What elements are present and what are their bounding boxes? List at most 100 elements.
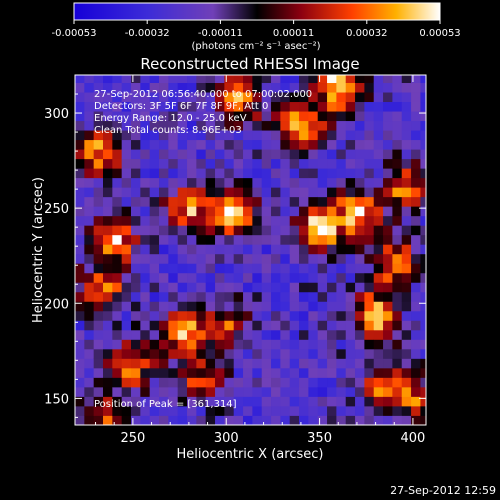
heatmap-cell xyxy=(420,101,427,112)
heatmap-cell xyxy=(411,225,421,236)
heatmap-cell xyxy=(420,329,427,340)
heatmap-cell xyxy=(93,158,104,169)
heatmap-cell xyxy=(131,301,141,312)
heatmap-cell xyxy=(336,244,347,255)
heatmap-cell xyxy=(121,168,132,179)
heatmap-cell xyxy=(280,111,291,122)
heatmap-cell xyxy=(112,158,123,169)
heatmap-cell xyxy=(308,329,319,340)
heatmap-cell xyxy=(345,101,356,112)
heatmap-cell xyxy=(196,206,207,217)
heatmap-cell xyxy=(224,358,235,369)
heatmap-cell xyxy=(205,177,216,188)
heatmap-cell xyxy=(299,75,309,84)
heatmap-cell xyxy=(373,339,384,350)
heatmap-cell xyxy=(196,158,207,169)
heatmap-cell xyxy=(336,168,347,179)
heatmap-cell xyxy=(261,405,272,416)
heatmap-cell xyxy=(401,75,412,84)
heatmap-cell xyxy=(103,377,113,388)
heatmap-cell xyxy=(289,139,300,150)
heatmap-cell xyxy=(233,139,244,150)
heatmap-cell xyxy=(299,196,309,207)
heatmap-cell xyxy=(196,111,207,122)
heatmap-cell xyxy=(75,329,85,340)
peak-position-label: Position of Peak = [361,314] xyxy=(94,399,237,410)
heatmap-cell xyxy=(196,301,207,312)
heatmap-cell xyxy=(233,130,244,141)
heatmap-cell xyxy=(261,263,272,274)
y-tick-label: 200 xyxy=(44,297,69,312)
heatmap-cell xyxy=(373,386,384,397)
heatmap-cell xyxy=(224,111,235,122)
heatmap-cell xyxy=(392,367,403,378)
heatmap-cell xyxy=(355,120,365,131)
heatmap-cell xyxy=(75,130,85,141)
heatmap-cell xyxy=(364,377,375,388)
heatmap-cell xyxy=(271,177,281,188)
heatmap-cell xyxy=(308,358,319,369)
heatmap-cell xyxy=(131,82,141,93)
heatmap-cell xyxy=(168,310,179,321)
heatmap-cell xyxy=(84,177,95,188)
heatmap-cell xyxy=(159,272,169,283)
heatmap-cell xyxy=(289,301,300,312)
heatmap-cell xyxy=(401,92,412,103)
colorbar-tick-label: -0.00032 xyxy=(125,28,170,39)
heatmap-cell xyxy=(336,396,347,407)
heatmap-cell xyxy=(205,396,216,407)
heatmap-cell xyxy=(140,158,151,169)
heatmap-cell xyxy=(261,348,272,359)
heatmap-cell xyxy=(308,234,319,245)
heatmap-cell xyxy=(75,234,85,245)
heatmap-cell xyxy=(177,339,188,350)
heatmap-cell xyxy=(392,130,403,141)
heatmap-cell xyxy=(355,272,365,283)
heatmap-cell xyxy=(420,111,427,122)
heatmap-cell xyxy=(317,396,328,407)
heatmap-cell xyxy=(84,130,95,141)
heatmap-cell xyxy=(84,405,95,416)
heatmap-cell xyxy=(327,234,337,245)
heatmap-cell xyxy=(84,225,95,236)
heatmap-cell xyxy=(187,253,197,264)
heatmap-cell xyxy=(317,101,328,112)
heatmap-cell xyxy=(317,168,328,179)
heatmap-cell xyxy=(411,215,421,226)
heatmap-cell xyxy=(131,272,141,283)
heatmap-cell xyxy=(336,187,347,198)
heatmap-cell xyxy=(159,215,169,226)
heatmap-cell xyxy=(364,396,375,407)
heatmap-cell xyxy=(215,101,225,112)
heatmap-cell xyxy=(280,301,291,312)
heatmap-cell xyxy=(84,75,95,84)
heatmap-cell xyxy=(131,75,141,84)
heatmap-cell xyxy=(159,291,169,302)
heatmap-cell xyxy=(196,234,207,245)
heatmap-cell xyxy=(187,329,197,340)
heatmap-cell xyxy=(336,358,347,369)
heatmap-cell xyxy=(280,206,291,217)
heatmap-cell xyxy=(345,206,356,217)
heatmap-cell xyxy=(392,348,403,359)
heatmap-cell xyxy=(112,329,123,340)
heatmap-cell xyxy=(280,263,291,274)
heatmap-cell xyxy=(364,206,375,217)
heatmap-cell xyxy=(84,396,95,407)
heatmap-cell xyxy=(215,291,225,302)
heatmap-cell xyxy=(187,225,197,236)
heatmap-cell xyxy=(383,377,393,388)
heatmap-cell xyxy=(93,282,104,293)
heatmap-cell xyxy=(196,405,207,416)
heatmap-cell xyxy=(112,101,123,112)
heatmap-cell xyxy=(392,92,403,103)
heatmap-cell xyxy=(308,82,319,93)
heatmap-cell xyxy=(261,139,272,150)
heatmap-cell xyxy=(187,130,197,141)
heatmap-cell xyxy=(84,168,95,179)
heatmap-cell xyxy=(177,215,188,226)
heatmap-cell xyxy=(159,405,169,416)
heatmap-cell xyxy=(205,329,216,340)
heatmap-cell xyxy=(271,415,281,426)
heatmap-cell xyxy=(149,282,160,293)
